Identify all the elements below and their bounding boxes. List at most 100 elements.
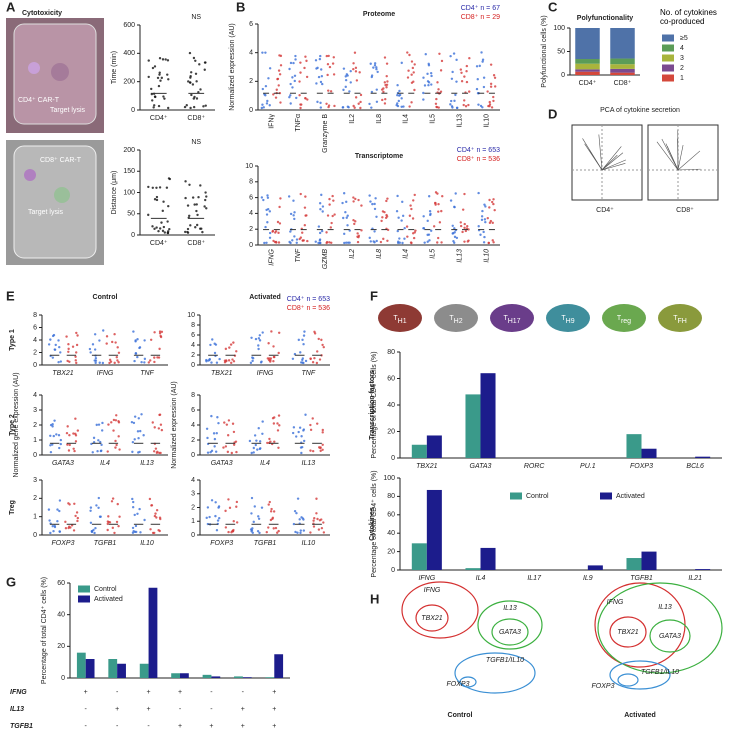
dot-decor xyxy=(271,517,274,521)
dot-decor xyxy=(250,512,253,515)
combo-mark: + xyxy=(84,689,88,696)
dot-decor xyxy=(149,528,152,531)
dot-decor xyxy=(254,443,257,447)
pca-vector xyxy=(677,150,701,171)
dot-decor xyxy=(97,423,101,426)
dot-decor xyxy=(478,64,481,68)
dot-decor xyxy=(354,70,358,73)
dot-decor xyxy=(319,54,322,58)
venn-set xyxy=(617,673,639,687)
dot-decor xyxy=(49,423,53,427)
dot-decor xyxy=(195,223,199,227)
dot-decor xyxy=(205,516,208,520)
y-tick-label: 50 xyxy=(557,48,565,55)
dot-decor xyxy=(354,220,357,223)
dot-decor xyxy=(309,423,312,427)
dot-decor xyxy=(53,525,57,529)
dot-decor xyxy=(427,195,431,198)
dot-decor xyxy=(436,192,439,195)
dot-decor xyxy=(165,186,169,189)
x-tick-label: CD4⁺ xyxy=(579,80,597,87)
y-tick-label: 0 xyxy=(191,532,195,539)
dot-decor xyxy=(373,207,377,211)
dot-decor xyxy=(303,330,306,333)
dot-decor xyxy=(314,59,318,62)
dot-decor xyxy=(328,203,331,206)
dot-decor xyxy=(491,221,494,225)
venn-label: IL13 xyxy=(503,605,517,612)
dot-decor xyxy=(277,446,280,449)
bar xyxy=(76,652,86,678)
dot-decor xyxy=(53,348,57,351)
dot-decor xyxy=(260,360,263,363)
dot-decor xyxy=(261,103,264,106)
dot-decor xyxy=(268,236,272,240)
dot-decor xyxy=(489,82,493,86)
dot-decor xyxy=(268,437,271,441)
pca-vector xyxy=(582,138,603,171)
dot-decor xyxy=(131,450,134,454)
dot-decor xyxy=(89,521,93,524)
x-tick-label: FOXP3 xyxy=(210,540,233,547)
venn-set xyxy=(594,582,686,668)
dot-decor xyxy=(143,361,146,364)
venn-title: Control xyxy=(448,712,473,719)
dot-decor xyxy=(134,351,138,355)
dot-decor xyxy=(440,209,443,213)
bar-segment xyxy=(575,63,600,70)
dot-decor xyxy=(464,229,468,233)
dot-decor xyxy=(356,232,359,235)
dot-decor xyxy=(322,345,325,349)
dot-decor xyxy=(409,241,413,244)
dot-decor xyxy=(277,351,280,355)
dot-decor xyxy=(114,341,117,344)
dot-decor xyxy=(423,84,427,87)
dot-decor xyxy=(400,219,403,222)
dot-decor xyxy=(98,339,101,342)
dot-decor xyxy=(344,75,347,78)
dot-decor xyxy=(250,496,254,500)
combo-mark: - xyxy=(85,723,88,730)
dot-decor xyxy=(99,515,102,518)
dot-decor xyxy=(257,427,260,430)
dot-decor xyxy=(229,343,233,346)
dot-decor xyxy=(157,427,161,430)
dot-decor xyxy=(258,334,262,337)
dot-decor xyxy=(345,216,348,219)
cell xyxy=(28,62,40,74)
dot-decor xyxy=(360,229,363,232)
dot-decor xyxy=(215,432,218,435)
dot-decor xyxy=(213,351,217,355)
dot-decor xyxy=(344,211,347,214)
dot-decor xyxy=(492,202,495,206)
dot-decor xyxy=(262,106,265,109)
dot-decor xyxy=(183,105,187,109)
dot-decor xyxy=(380,88,384,91)
dot-decor xyxy=(66,443,69,446)
dot-decor xyxy=(406,51,409,54)
dot-decor xyxy=(328,197,331,201)
dot-decor xyxy=(250,336,253,339)
y-tick-label: 0 xyxy=(249,242,253,249)
bar xyxy=(139,663,149,678)
dot-decor xyxy=(66,425,69,428)
dot-decor xyxy=(319,449,322,453)
dot-decor xyxy=(189,224,192,227)
row-label: Cytokines xyxy=(369,507,376,541)
dot-decor xyxy=(436,241,439,244)
dot-decor xyxy=(357,102,360,105)
x-tick-label: PU.1 xyxy=(580,463,596,470)
dot-decor xyxy=(76,429,80,432)
dot-decor xyxy=(157,229,160,233)
legend-label: 2 xyxy=(680,65,684,72)
cell-type-blob xyxy=(658,304,702,332)
dot-decor xyxy=(108,521,112,524)
x-tick-label: IFNG xyxy=(97,370,114,377)
dot-decor xyxy=(147,75,150,79)
dot-decor xyxy=(155,516,158,519)
dot-decor xyxy=(73,502,76,506)
dot-decor xyxy=(72,447,75,451)
dot-decor xyxy=(386,239,389,242)
venn-set xyxy=(415,604,449,632)
dot-decor xyxy=(261,331,264,334)
